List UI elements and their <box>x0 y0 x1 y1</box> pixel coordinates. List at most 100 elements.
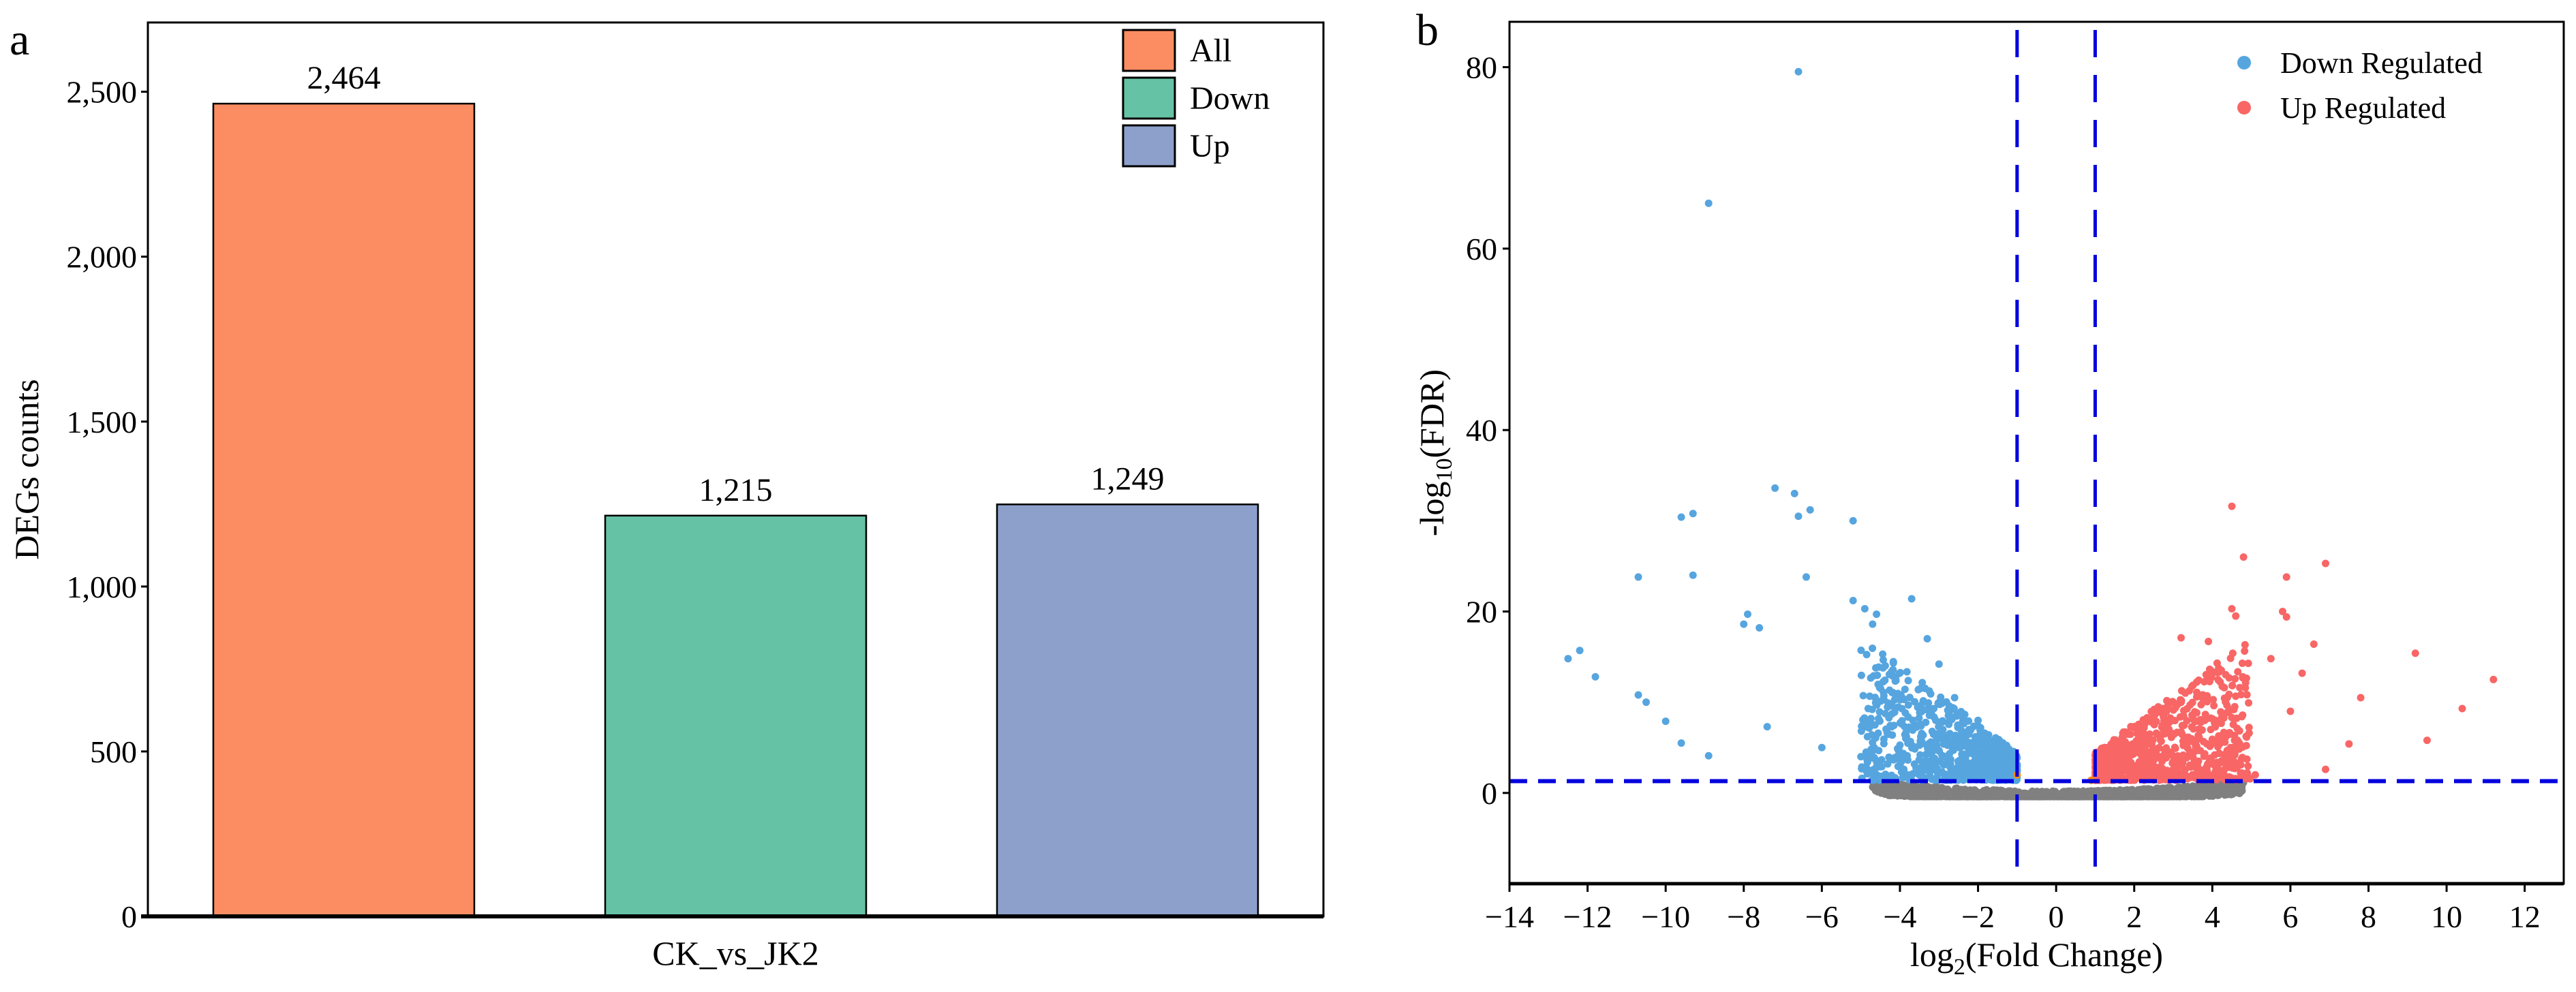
legend-swatch-up <box>1122 124 1176 168</box>
point-up-regulated <box>2239 672 2247 681</box>
x-tick-label: 10 <box>2431 899 2462 934</box>
point-not-significant <box>2157 792 2165 801</box>
point-up-regulated <box>2215 749 2224 758</box>
y-axis-title-rest: (FDR) <box>1413 369 1451 459</box>
point-down-regulated <box>1896 741 1904 749</box>
point-up-regulated <box>2162 744 2171 752</box>
plot-frame <box>1508 20 2565 885</box>
point-down-regulated <box>1895 703 1903 711</box>
point-up-regulated <box>2203 698 2211 706</box>
point-up-regulated <box>2267 655 2275 663</box>
point-not-significant <box>1931 792 1939 801</box>
point-down-regulated <box>1978 744 1987 752</box>
point-down-regulated <box>1903 668 1911 676</box>
point-down-regulated <box>1999 753 2007 761</box>
point-up-regulated <box>2149 744 2157 752</box>
point-down-regulated <box>1763 723 1771 731</box>
point-down-regulated <box>1879 650 1887 658</box>
point-up-regulated <box>2166 714 2175 722</box>
point-up-regulated <box>2228 764 2237 772</box>
y-tick-label: 1,000 <box>67 570 138 604</box>
point-up-regulated <box>2193 688 2201 696</box>
point-down-regulated <box>1888 702 1897 710</box>
point-up-regulated <box>2236 683 2244 692</box>
point-up-regulated <box>2199 737 2207 745</box>
point-up-regulated <box>2102 775 2110 784</box>
point-down-regulated <box>1740 620 1748 628</box>
point-up-regulated <box>2188 771 2196 779</box>
point-down-regulated <box>1931 776 1939 784</box>
point-up-regulated <box>2108 752 2116 760</box>
point-down-regulated <box>1634 573 1642 581</box>
point-down-regulated <box>1901 709 1910 717</box>
point-up-regulated <box>2196 715 2205 724</box>
point-down-regulated <box>1974 732 1982 740</box>
point-not-significant <box>1952 785 1961 793</box>
y-tick-label: 0 <box>1482 776 1497 811</box>
legend-label: All <box>1190 33 1231 69</box>
point-up-regulated <box>2238 659 2246 667</box>
point-up-regulated <box>2244 660 2252 668</box>
point-up-regulated <box>2236 760 2244 769</box>
point-down-regulated <box>1896 719 1904 727</box>
point-down-regulated <box>1924 745 1932 753</box>
point-down-regulated <box>1970 750 1978 758</box>
y-tick-label: 500 <box>90 734 137 769</box>
point-down-regulated <box>1880 739 1888 747</box>
point-down-regulated <box>1884 760 1892 768</box>
point-up-regulated <box>2183 737 2192 745</box>
point-not-significant <box>1921 792 1929 801</box>
point-down-regulated <box>1875 708 1884 716</box>
point-down-regulated <box>1867 745 1875 754</box>
point-up-regulated <box>2230 702 2239 711</box>
point-down-regulated <box>1984 745 1993 753</box>
point-not-significant <box>1898 786 1906 794</box>
point-down-regulated <box>1928 739 1936 747</box>
point-down-regulated <box>1873 610 1881 619</box>
point-up-regulated <box>2162 722 2171 730</box>
point-down-regulated <box>1576 647 1584 655</box>
point-up-regulated <box>2458 704 2466 713</box>
point-not-significant <box>2137 792 2145 801</box>
bar-up <box>996 503 1259 918</box>
point-down-regulated <box>1950 694 1959 702</box>
point-down-regulated <box>1863 767 1871 775</box>
point-up-regulated <box>2189 754 2197 762</box>
y-tick-label: 40 <box>1466 413 1497 448</box>
point-down-regulated <box>1677 739 1685 747</box>
point-down-regulated <box>1802 573 1810 581</box>
point-down-regulated <box>1857 753 1865 761</box>
point-down-regulated <box>1928 727 1936 735</box>
point-up-regulated <box>2239 711 2247 719</box>
point-up-regulated <box>2104 768 2112 776</box>
point-not-significant <box>2004 792 2012 801</box>
point-not-significant <box>1913 792 1921 801</box>
point-down-regulated <box>1886 686 1894 694</box>
point-up-regulated <box>2216 678 2224 686</box>
point-up-regulated <box>2235 745 2243 753</box>
point-down-regulated <box>1981 756 1989 764</box>
point-down-regulated <box>1881 662 1889 670</box>
point-up-regulated <box>2176 758 2184 766</box>
point-down-regulated <box>1972 767 1980 775</box>
point-up-regulated <box>2123 741 2131 749</box>
point-down-regulated <box>1916 720 1925 728</box>
legend-swatch-all <box>1122 29 1176 72</box>
bar-down <box>604 514 868 918</box>
point-up-regulated <box>2241 647 2249 655</box>
x-tick-label: 2 <box>2126 899 2142 934</box>
y-tick-label: 60 <box>1466 232 1497 266</box>
point-down-regulated <box>1918 737 1926 745</box>
point-down-regulated <box>1963 749 1972 758</box>
point-down-regulated <box>1857 727 1865 735</box>
point-not-significant <box>2158 786 2166 794</box>
legend-label: Up Regulated <box>2280 91 2446 125</box>
point-not-significant <box>1963 792 1971 801</box>
point-up-regulated <box>2140 744 2148 752</box>
point-up-regulated <box>2209 696 2218 704</box>
point-down-regulated <box>1900 765 1908 773</box>
point-down-regulated <box>1870 776 1878 784</box>
point-down-regulated <box>1974 716 1982 724</box>
point-down-regulated <box>1871 721 1879 729</box>
y-tick-label: 2,500 <box>67 75 138 110</box>
